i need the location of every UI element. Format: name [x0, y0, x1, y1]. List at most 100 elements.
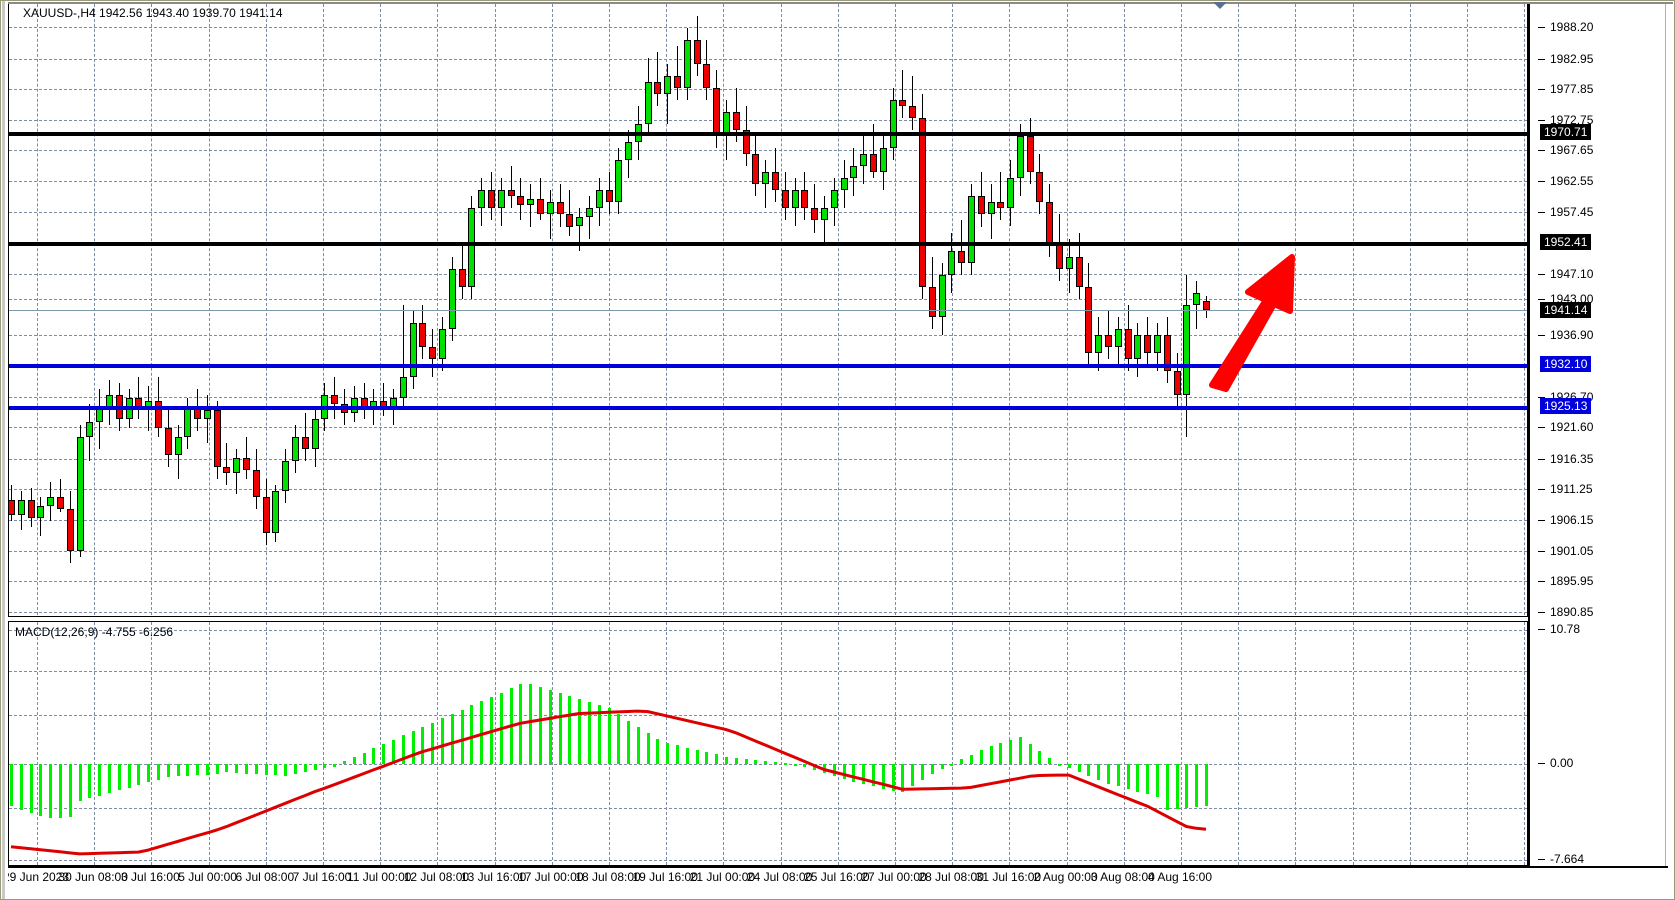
candle-body[interactable] — [312, 418, 319, 449]
candle-body[interactable] — [615, 160, 622, 203]
candle-body[interactable] — [292, 436, 299, 461]
candle-body[interactable] — [850, 166, 857, 179]
price-level-line[interactable] — [9, 309, 1527, 311]
candle-body[interactable] — [468, 208, 475, 287]
candle-body[interactable] — [674, 76, 681, 89]
candle-body[interactable] — [557, 202, 564, 215]
candle-body[interactable] — [233, 457, 240, 473]
bullish-arrow-annotation[interactable] — [1204, 252, 1324, 392]
candle-body[interactable] — [792, 190, 799, 209]
candle-body[interactable] — [537, 199, 544, 215]
candle-body[interactable] — [772, 172, 779, 191]
candle-body[interactable] — [929, 286, 936, 317]
candle-body[interactable] — [1144, 334, 1151, 353]
candle-body[interactable] — [890, 100, 897, 149]
candle-body[interactable] — [1046, 202, 1053, 245]
candle-body[interactable] — [939, 274, 946, 317]
candle-body[interactable] — [1174, 370, 1181, 395]
candle-body[interactable] — [1154, 334, 1161, 353]
candle-body[interactable] — [429, 346, 436, 359]
candle-body[interactable] — [1085, 286, 1092, 353]
candle-body[interactable] — [449, 268, 456, 329]
candle-body[interactable] — [684, 40, 691, 89]
candle-body[interactable] — [155, 400, 162, 428]
candle-body[interactable] — [263, 496, 270, 533]
candle-body[interactable] — [880, 148, 887, 173]
candle-body[interactable] — [860, 154, 867, 167]
candle-body[interactable] — [1007, 178, 1014, 209]
price-level-line[interactable] — [9, 364, 1527, 369]
price-level-badge[interactable]: 1970.71 — [1540, 124, 1592, 141]
price-level-line[interactable] — [9, 132, 1527, 137]
candle-body[interactable] — [752, 154, 759, 185]
candle-body[interactable] — [1066, 256, 1073, 269]
candle-body[interactable] — [488, 190, 495, 209]
candle-body[interactable] — [645, 82, 652, 125]
candle-body[interactable] — [243, 457, 250, 470]
candle-body[interactable] — [968, 196, 975, 263]
candle-body[interactable] — [694, 40, 701, 65]
candle-body[interactable] — [47, 496, 54, 506]
candle-body[interactable] — [1027, 136, 1034, 173]
price-chart-pane[interactable]: XAUUSD-,H4 1942.56 1943.40 1939.70 1941.… — [8, 4, 1528, 617]
candle-body[interactable] — [596, 190, 603, 209]
candle-body[interactable] — [37, 505, 44, 518]
candle-body[interactable] — [184, 406, 191, 437]
candle-body[interactable] — [899, 100, 906, 107]
candle-body[interactable] — [86, 421, 93, 437]
candle-body[interactable] — [508, 190, 515, 197]
candle-body[interactable] — [1036, 172, 1043, 203]
candle-body[interactable] — [331, 394, 338, 404]
candle-body[interactable] — [223, 466, 230, 473]
candle-body[interactable] — [498, 190, 505, 209]
candle-body[interactable] — [997, 202, 1004, 209]
candle-body[interactable] — [743, 130, 750, 155]
candle-body[interactable] — [165, 427, 172, 455]
price-level-badge[interactable]: 1925.13 — [1540, 398, 1592, 414]
candle-body[interactable] — [547, 202, 554, 215]
candle-body[interactable] — [410, 322, 417, 377]
candle-body[interactable] — [919, 118, 926, 287]
candle-body[interactable] — [272, 490, 279, 533]
candle-body[interactable] — [586, 208, 593, 218]
candle-body[interactable] — [909, 106, 916, 119]
candle-body[interactable] — [566, 214, 573, 227]
macd-indicator-pane[interactable]: MACD(12,26,9) -4.755 -6.256 — [8, 621, 1528, 866]
candle-body[interactable] — [1115, 328, 1122, 347]
price-level-line[interactable] — [9, 242, 1527, 247]
candle-body[interactable] — [958, 250, 965, 263]
candle-body[interactable] — [762, 172, 769, 185]
candle-body[interactable] — [400, 376, 407, 398]
candle-body[interactable] — [253, 469, 260, 497]
candle-body[interactable] — [811, 208, 818, 221]
price-level-badge[interactable]: 1932.10 — [1540, 356, 1592, 373]
candle-body[interactable] — [1183, 304, 1190, 395]
candle-body[interactable] — [664, 76, 671, 95]
candle-body[interactable] — [801, 190, 808, 209]
candle-body[interactable] — [439, 328, 446, 359]
candle-body[interactable] — [1076, 256, 1083, 287]
candle-body[interactable] — [1125, 328, 1132, 359]
candle-body[interactable] — [654, 82, 661, 95]
candle-body[interactable] — [478, 190, 485, 209]
candle-body[interactable] — [821, 208, 828, 221]
candle-body[interactable] — [517, 196, 524, 206]
candle-body[interactable] — [831, 190, 838, 209]
candle-body[interactable] — [713, 88, 720, 137]
candle-body[interactable] — [175, 436, 182, 455]
candle-body[interactable] — [978, 196, 985, 215]
candle-body[interactable] — [18, 499, 25, 515]
candle-body[interactable] — [106, 394, 113, 407]
left-scroll-track[interactable] — [1, 1, 7, 899]
candle-body[interactable] — [77, 436, 84, 551]
candle-body[interactable] — [782, 190, 789, 209]
candle-body[interactable] — [1056, 244, 1063, 269]
candle-body[interactable] — [948, 250, 955, 275]
candle-body[interactable] — [57, 496, 64, 509]
candle-body[interactable] — [214, 409, 221, 467]
candle-body[interactable] — [988, 202, 995, 215]
candle-body[interactable] — [1203, 301, 1210, 310]
candle-body[interactable] — [351, 397, 358, 413]
candle-body[interactable] — [1105, 334, 1112, 347]
candle-body[interactable] — [527, 199, 534, 206]
